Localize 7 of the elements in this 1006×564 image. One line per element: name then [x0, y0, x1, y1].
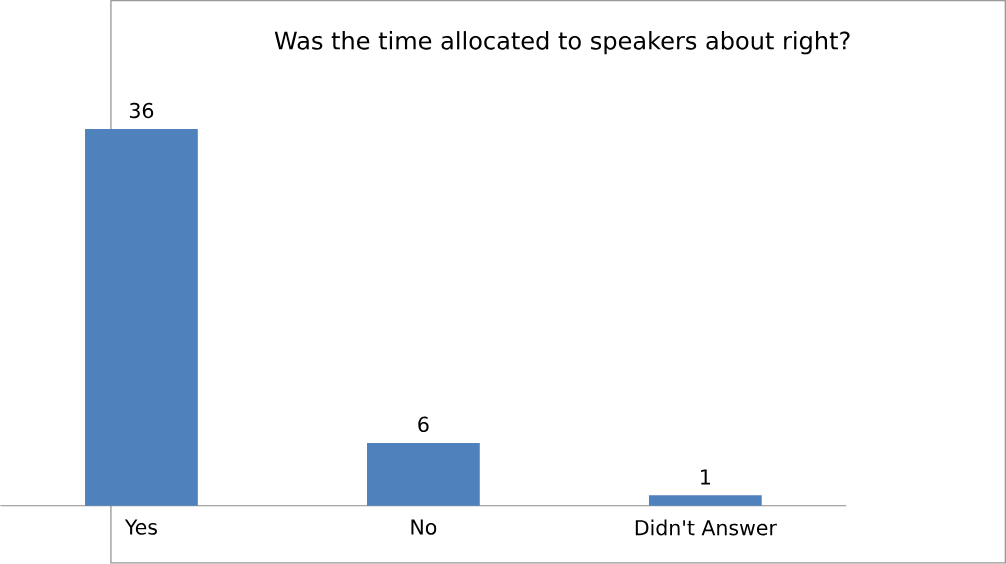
x-tick-label: Didn't Answer	[635, 519, 777, 536]
data-label: 6	[418, 416, 429, 433]
data-label: 1	[701, 469, 710, 485]
x-tick-label: Yes	[124, 519, 157, 535]
chart-title: Was the time allocated to speakers about right?	[274, 31, 850, 55]
data-label: 36	[129, 102, 154, 119]
x-tick-label: No	[411, 519, 437, 535]
